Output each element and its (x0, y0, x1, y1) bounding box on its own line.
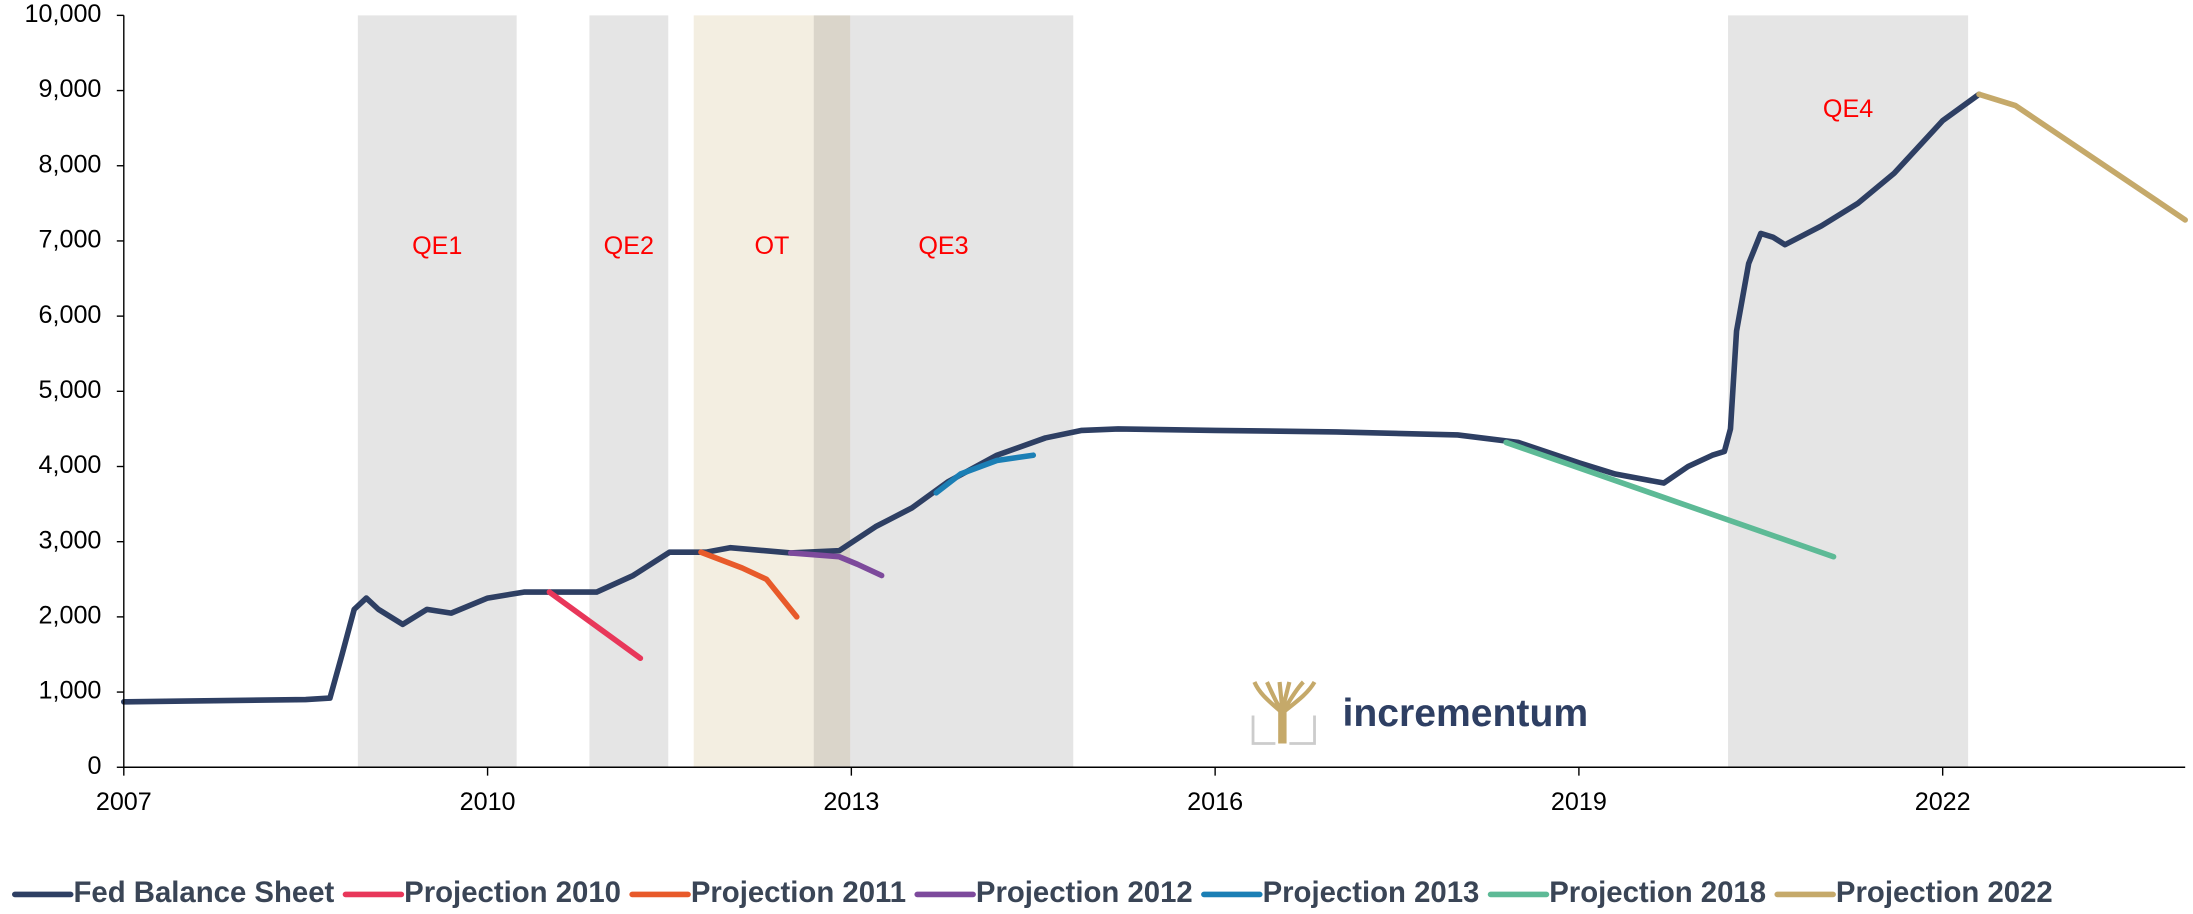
y-tick-label: 0 (87, 752, 101, 780)
series-line (787, 550, 885, 579)
band-label: QE4 (1823, 95, 1873, 123)
legend-label: Projection 2010 (404, 876, 621, 909)
legend-label: Projection 2012 (976, 876, 1193, 909)
y-tick-label: 9,000 (39, 75, 102, 103)
y-tick-label: 2,000 (39, 602, 102, 630)
logo: incrementum (1251, 680, 1588, 745)
band-label: QE1 (412, 232, 462, 260)
band-label: OT (754, 232, 789, 260)
band (813, 15, 1074, 768)
band (1728, 15, 1969, 768)
legend: Fed Balance Sheet Projection 2010 Projecti… (11, 876, 2053, 909)
logo-text: incrementum (1342, 692, 1588, 735)
y-tick-label: 1,000 (39, 677, 102, 705)
y-tick-label: 3,000 (39, 526, 102, 554)
series-line (1503, 439, 1837, 560)
axes: 0 1,000 2,000 3,000 4,000 5,000 6,000 7,000 8,00… (25, 0, 2186, 816)
band-label: QE3 (918, 232, 968, 260)
x-tick-label: 2007 (96, 788, 152, 816)
x-tick-label: 2016 (1187, 788, 1243, 816)
x-tick-label: 2010 (460, 788, 516, 816)
logo-icon (1251, 680, 1317, 745)
legend-label: Projection 2013 (1263, 876, 1480, 909)
y-tick-label: 4,000 (39, 451, 102, 479)
x-tick-label: 2019 (1551, 788, 1607, 816)
y-tick-label: 8,000 (39, 150, 102, 178)
x-tick-label: 2013 (823, 788, 879, 816)
y-tick-label: 5,000 (39, 376, 102, 404)
series-line (933, 452, 1037, 496)
legend-label: Projection 2022 (1836, 876, 2053, 909)
x-tick-label: 2022 (1915, 788, 1971, 816)
band-label: QE2 (604, 232, 654, 260)
legend-label: Fed Balance Sheet (73, 876, 334, 909)
series-line (698, 549, 800, 620)
legend-label: Projection 2018 (1549, 876, 1766, 909)
series-line (1976, 91, 2188, 223)
y-tick-label: 10,000 (25, 0, 102, 28)
y-tick-label: 6,000 (39, 301, 102, 329)
y-tick-label: 7,000 (39, 226, 102, 254)
band (357, 15, 517, 768)
bands: OT QE1 QE2 QE3 QE4 (357, 15, 1969, 768)
lines (121, 91, 2188, 705)
band (589, 15, 669, 768)
band (693, 15, 851, 768)
series-line (546, 589, 644, 662)
legend-label: Projection 2011 (691, 876, 906, 909)
